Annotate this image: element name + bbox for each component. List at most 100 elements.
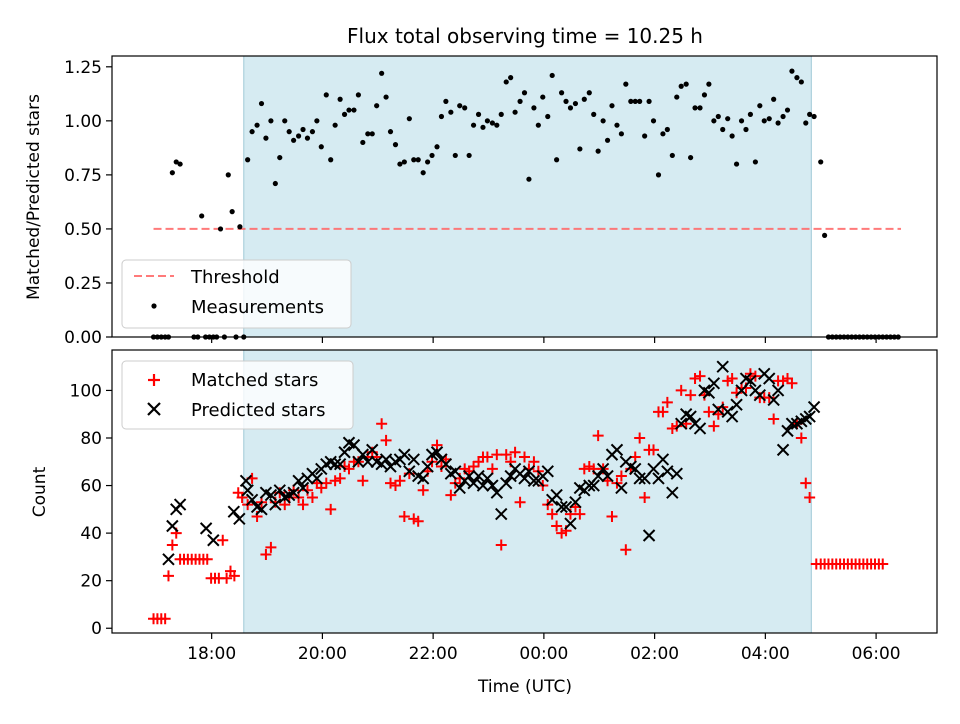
- measurement-point: [554, 157, 560, 163]
- legend-measurements-label: Measurements: [191, 297, 324, 318]
- top-legend-box: [121, 259, 352, 329]
- measurement-point: [420, 170, 426, 176]
- measurement-point: [295, 133, 302, 139]
- predicted-star-marker: [656, 453, 670, 466]
- y-tick-label: 1.25: [64, 58, 102, 78]
- measurement-point: [818, 159, 824, 165]
- predicted-star-marker: [310, 472, 324, 485]
- matched-star-marker: [606, 510, 618, 522]
- measurement-point: [277, 154, 283, 161]
- matched-star-marker: [763, 392, 775, 404]
- measurement-point: [304, 135, 311, 141]
- y-tick-label: 40: [80, 524, 102, 544]
- predicted-star-marker: [338, 446, 351, 459]
- measurement-point: [480, 124, 486, 130]
- measurement-point: [406, 116, 412, 122]
- predicted-star-marker: [666, 486, 679, 499]
- predicted-star-marker: [803, 410, 816, 423]
- measurement-point: [263, 135, 269, 141]
- predicted-star-marker: [702, 386, 716, 400]
- matched-star-marker: [385, 477, 397, 489]
- matched-star-marker: [519, 451, 530, 463]
- measurement-point: [268, 118, 274, 124]
- matched-star-marker: [412, 515, 424, 527]
- measurement-point: [229, 209, 235, 215]
- matched-star-marker: [634, 432, 646, 444]
- measurement-point: [697, 105, 703, 111]
- predicted-star-marker: [264, 488, 278, 502]
- matched-star-marker: [166, 539, 178, 551]
- measurement-point: [586, 90, 592, 96]
- predicted-star-marker: [296, 481, 310, 495]
- measurement-point: [688, 154, 694, 161]
- measurement-point: [489, 120, 495, 126]
- predicted-star-marker: [744, 374, 757, 388]
- measurement-point: [249, 129, 255, 135]
- bottom-legend-box: [121, 360, 354, 430]
- measurement-point: [683, 81, 689, 87]
- measurement-point: [725, 116, 731, 122]
- y-tick-label: 100: [70, 381, 102, 401]
- measurement-point: [591, 111, 597, 117]
- measurement-point: [766, 116, 772, 122]
- measurement-point: [282, 118, 288, 124]
- measurement-point: [545, 113, 551, 120]
- predicted-star-marker: [166, 519, 179, 533]
- measurement-point: [535, 122, 541, 128]
- predicted-star-marker: [333, 457, 347, 471]
- measurement-point: [337, 96, 343, 102]
- measurement-point: [401, 159, 407, 165]
- predicted-star-marker: [753, 388, 767, 402]
- predicted-star-marker: [500, 476, 513, 490]
- matched-star-marker: [417, 484, 429, 496]
- measurement-point: [789, 68, 795, 74]
- measurement-point: [531, 105, 537, 111]
- measurement-point: [173, 159, 179, 165]
- predicted-star-marker: [559, 500, 573, 514]
- measurement-point: [411, 157, 417, 163]
- x-tick-label: 20:00: [298, 644, 347, 664]
- matched-star-marker: [804, 491, 816, 503]
- matched-star-marker: [301, 484, 313, 496]
- measurement-point: [567, 105, 574, 111]
- predicted-star-marker: [407, 453, 420, 466]
- predicted-star-marker: [591, 469, 605, 483]
- matched-star-marker: [671, 420, 683, 432]
- predicted-star-marker: [527, 474, 541, 488]
- predicted-star-marker: [771, 384, 785, 397]
- measurement-point: [660, 131, 666, 137]
- measurement-point: [526, 176, 532, 182]
- measurement-point: [674, 94, 680, 100]
- matched-star-marker: [398, 510, 410, 522]
- predicted-star-marker: [287, 486, 300, 499]
- predicted-star-marker: [674, 417, 688, 430]
- bottom-panel: 0 20 40 60 80 100 18:00 20:00 22:00 00:00 02:00 04…: [30, 350, 938, 697]
- predicted-star-marker: [199, 522, 213, 535]
- measurement-point: [360, 139, 366, 146]
- measurement-point: [604, 137, 611, 143]
- predicted-star-marker: [416, 472, 430, 485]
- y-tick-label: 0.25: [64, 274, 102, 294]
- measurement-point: [512, 109, 518, 115]
- predicted-star-marker: [707, 377, 721, 390]
- measurement-point: [272, 180, 278, 187]
- measurement-point: [448, 109, 454, 115]
- predicted-star-marker: [564, 517, 577, 530]
- matched-star-marker: [546, 508, 558, 520]
- predicted-star-marker: [467, 476, 480, 490]
- x-tick-label: 00:00: [519, 644, 568, 664]
- matched-star-marker: [394, 475, 406, 487]
- y-tick-label: 0: [91, 619, 102, 639]
- predicted-star-marker: [398, 448, 411, 461]
- predicted-star-marker: [356, 448, 370, 461]
- measurement-point: [318, 144, 324, 150]
- matched-star-marker: [481, 451, 493, 463]
- measurement-point: [784, 107, 791, 113]
- predicted-star-marker: [725, 410, 739, 423]
- matched-star-marker: [639, 491, 651, 503]
- predicted-star-marker: [555, 500, 568, 514]
- measurement-point: [503, 79, 509, 85]
- matched-star-marker: [376, 418, 388, 430]
- measurement-point: [245, 157, 251, 163]
- predicted-star-marker: [652, 472, 665, 485]
